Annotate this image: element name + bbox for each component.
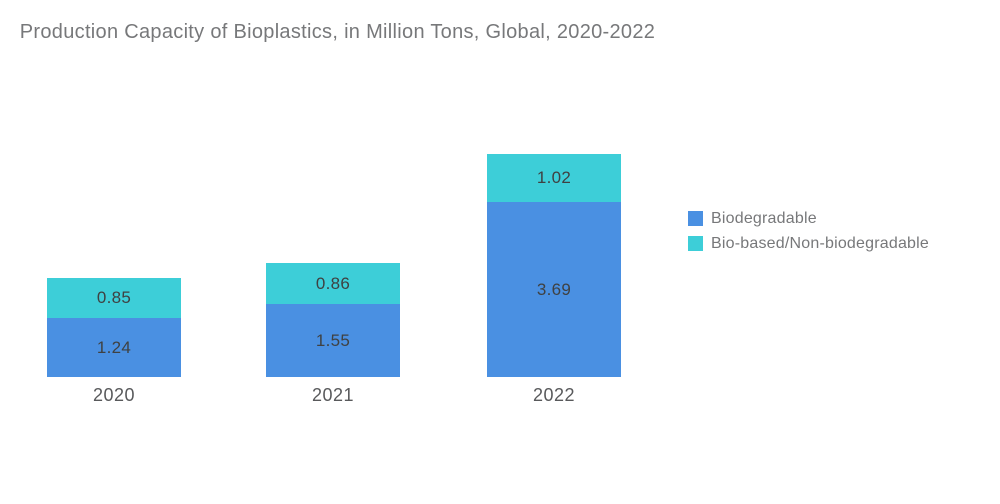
bar-segment-2022-biodegradable: 3.69 (487, 202, 621, 377)
legend-label: Bio-based/Non-biodegradable (711, 234, 929, 252)
legend-item-biodegradable: Biodegradable (688, 206, 929, 231)
bar-segment-2021-biodegradable: 1.55 (266, 304, 400, 377)
bar-value-label: 3.69 (536, 279, 572, 299)
bar-2021: 0.86 1.55 (266, 263, 400, 377)
bar-segment-2022-bio-based-non-biodegradable: 1.02 (487, 154, 621, 202)
legend-swatch-icon (688, 236, 703, 251)
bar-value-label: 0.85 (96, 288, 132, 307)
chart-title: Production Capacity of Bioplastics, in M… (19, 21, 656, 43)
bar-value-label: 1.24 (96, 337, 132, 357)
legend-swatch-icon (688, 211, 703, 226)
bar-value-label: 0.86 (315, 273, 351, 293)
bar-segment-2021-bio-based-non-biodegradable: 0.86 (266, 263, 400, 304)
bar-2022: 1.02 3.69 (487, 154, 621, 377)
legend: Biodegradable Bio-based/Non-biodegradable (688, 206, 929, 256)
bar-segment-2020-biodegradable: 1.24 (47, 318, 181, 377)
x-axis-label-2022: 2022 (532, 385, 576, 405)
x-axis-label-2021: 2021 (311, 385, 355, 405)
legend-item-bio-based-non-biodegradable: Bio-based/Non-biodegradable (688, 231, 929, 256)
bar-segment-2020-bio-based-non-biodegradable: 0.85 (47, 278, 181, 318)
bar-value-label: 1.55 (315, 330, 351, 350)
legend-label: Biodegradable (711, 209, 817, 227)
bar-value-label: 1.02 (536, 168, 572, 187)
x-axis-label-2020: 2020 (92, 385, 136, 405)
bar-2020: 0.85 1.24 (47, 278, 181, 377)
